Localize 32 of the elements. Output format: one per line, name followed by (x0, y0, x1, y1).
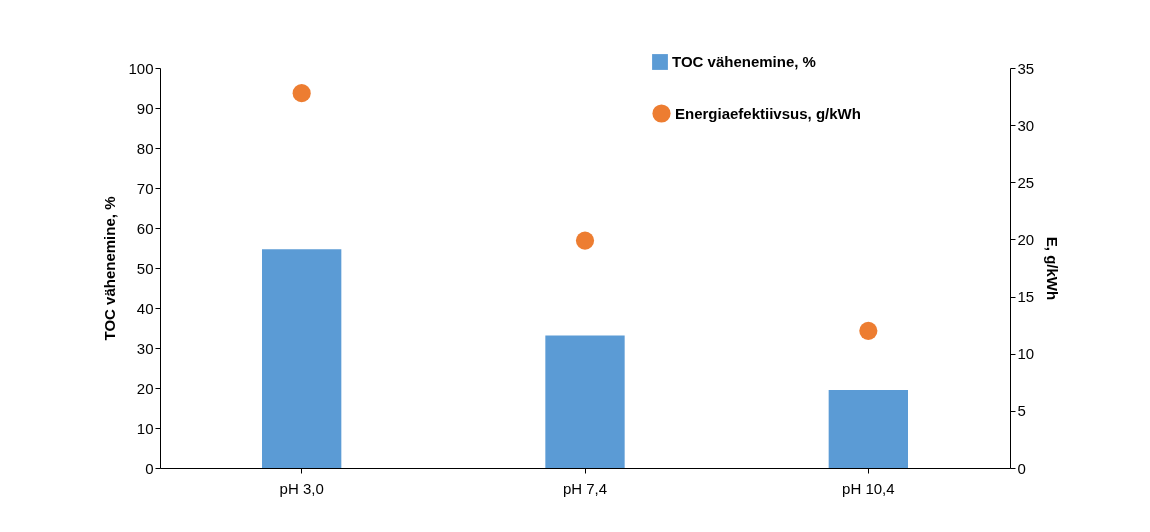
y-tick-label: 10 (136, 419, 154, 437)
bar (545, 335, 625, 468)
y2-tick-label: 20 (1017, 230, 1035, 248)
x-tick-label: pH 7,4 (562, 479, 608, 497)
y-tick-label: 40 (136, 299, 154, 317)
bar (262, 249, 342, 468)
y2-tick-label: 30 (1017, 116, 1035, 134)
x-tick-label: pH 10,4 (842, 479, 895, 497)
y-tick-label: 100 (128, 59, 154, 77)
point (292, 84, 311, 103)
y-tick-label: 50 (136, 259, 154, 277)
y2-tick-label: 10 (1017, 345, 1035, 363)
legend-label: Energiaefektiivsus, g/kWh (675, 104, 861, 122)
point (859, 321, 878, 340)
bar (828, 390, 908, 468)
y2-tick-label: 5 (1017, 402, 1026, 420)
y-tick-label: 30 (136, 339, 154, 357)
y-tick-label: 60 (136, 219, 154, 237)
y-axis-title: TOC vähenemine, % (101, 196, 119, 341)
y-tick-label: 20 (136, 379, 154, 397)
y2-tick-label: 25 (1017, 173, 1035, 191)
legend-label: TOC vähenemine, % (672, 53, 816, 70)
x-tick-label: pH 3,0 (279, 479, 324, 497)
y2-tick-label: 35 (1017, 59, 1035, 77)
y-tick-label: 70 (136, 179, 154, 197)
y-tick-label: 0 (145, 459, 154, 477)
y2-tick-label: 0 (1017, 459, 1026, 477)
y-tick-label: 80 (136, 139, 154, 157)
y2-axis-title: E, g/kWh (1044, 236, 1062, 301)
y2-tick-label: 15 (1017, 288, 1035, 306)
point (575, 231, 595, 250)
y-tick-label: 90 (136, 99, 154, 117)
